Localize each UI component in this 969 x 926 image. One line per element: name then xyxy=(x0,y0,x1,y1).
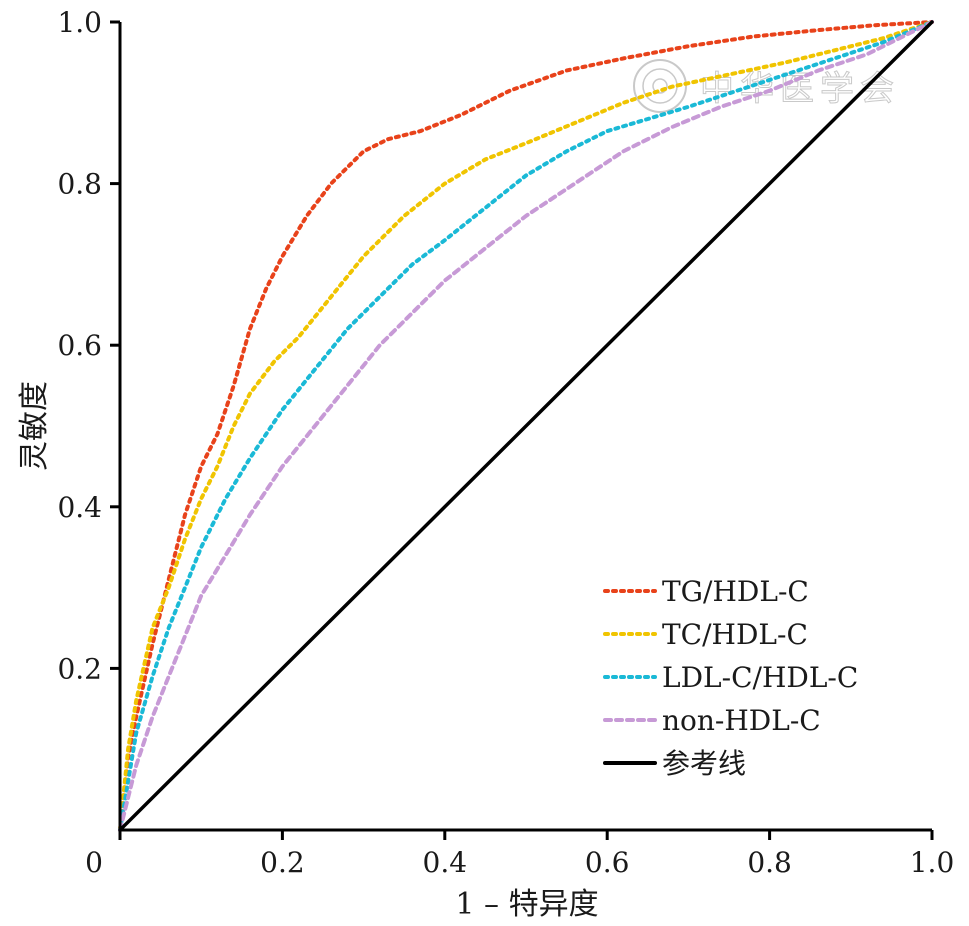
y-tick-label-3: 0.8 xyxy=(57,168,102,201)
x-tick-label-1: 0.2 xyxy=(260,846,305,879)
x-axis-title: 1 – 特异度 xyxy=(455,887,598,922)
x-tick-label-3: 0.6 xyxy=(585,846,630,879)
x-tick-label-4: 0.8 xyxy=(747,846,792,879)
legend-label-3: non-HDL-C xyxy=(662,704,821,737)
x-tick-label-0: 0 xyxy=(85,846,103,879)
legend-label-2: LDL-C/HDL-C xyxy=(662,661,858,694)
legend-label-1: TC/HDL-C xyxy=(662,618,808,651)
legend-label-4: 参考线 xyxy=(662,747,746,780)
x-tick-label-5: 1.0 xyxy=(910,846,955,879)
series-line-4 xyxy=(118,20,934,832)
legend: TG/HDL-C TC/HDL-C LDL-C/HDL-C non-HDL-C 参考线 xyxy=(603,575,858,780)
y-tick-label-4: 1.0 xyxy=(57,6,102,39)
series-line-0 xyxy=(118,20,934,832)
axes xyxy=(118,22,932,832)
y-tick-label-0: 0.2 xyxy=(57,652,102,685)
series-line-1 xyxy=(118,20,934,832)
y-axis-title: 灵敏度 xyxy=(17,381,52,471)
plot-series xyxy=(118,20,934,832)
series-line-3 xyxy=(118,20,934,832)
series-line-2 xyxy=(118,20,934,832)
ticks: 0 0.2 0.4 0.6 0.8 1.0 0.2 0.4 0.6 0.8 1.0 xyxy=(57,6,954,879)
y-tick-label-2: 0.6 xyxy=(57,329,102,362)
x-tick-label-2: 0.4 xyxy=(423,846,468,879)
legend-label-0: TG/HDL-C xyxy=(662,575,809,608)
y-tick-label-1: 0.4 xyxy=(57,491,102,524)
